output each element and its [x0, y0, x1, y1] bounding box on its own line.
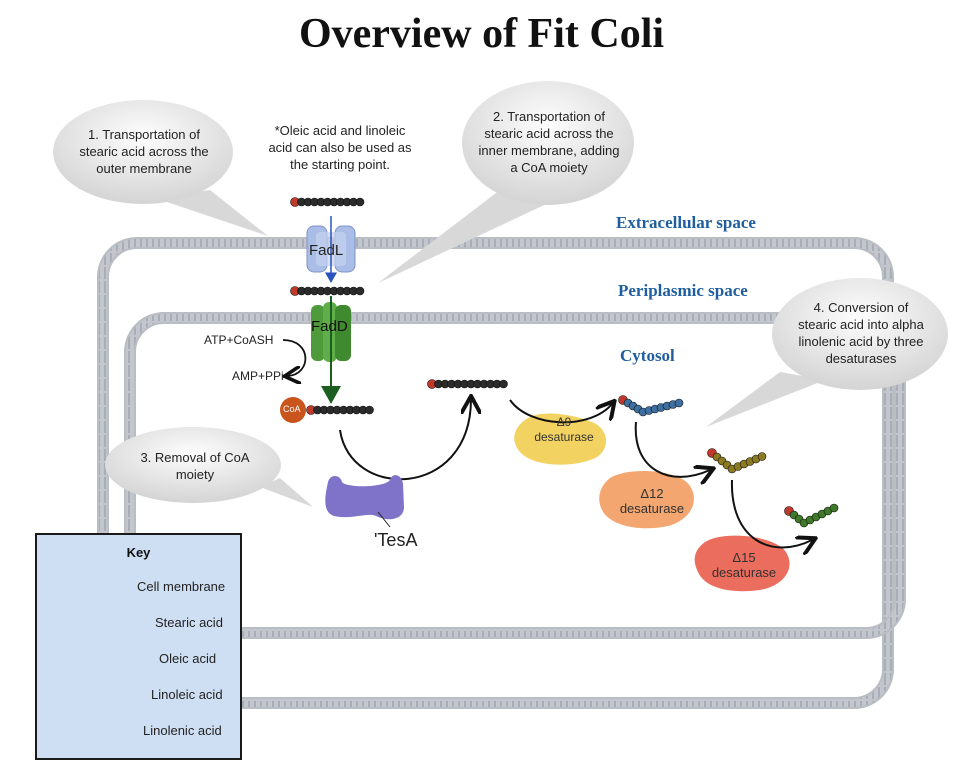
atp-curve-arrow — [283, 339, 307, 376]
bubble-step2 — [378, 81, 634, 283]
d12-desaturase-label: Δ12 desaturase — [607, 486, 697, 516]
page-title: Overview of Fit Coli — [298, 11, 665, 57]
bubble-line: stearic acid across the — [484, 126, 614, 141]
enzyme-delta: Δ15 — [732, 550, 756, 565]
tesa-pointer — [377, 511, 391, 528]
tesa-label: 'TesA — [374, 530, 418, 550]
bubble-step3 — [105, 427, 313, 507]
bubble-line: stearic acid into alpha — [798, 317, 924, 332]
d15-arrow — [730, 479, 812, 548]
fadl-transporter — [306, 225, 356, 273]
amp-ppi-label: AMP+PPi — [232, 369, 284, 383]
bubble-line: desaturases — [825, 351, 897, 366]
atp-coash-label: ATP+CoASH — [204, 333, 274, 347]
key-label-linoleic-acid: Linoleic acid — [151, 687, 223, 702]
outer-membrane-texture — [99, 239, 892, 707]
d15-desaturase-blob — [694, 535, 790, 592]
linoleic-acid-molecule — [707, 448, 767, 474]
enzyme-name: desaturase — [534, 430, 594, 444]
enzyme-name: desaturase — [619, 501, 685, 516]
fadl-label: FadL — [309, 242, 344, 259]
enzyme-delta: Δ12 — [640, 486, 664, 501]
key-title: Key — [126, 545, 151, 560]
fadd-label: FadD — [311, 318, 348, 335]
bubble-step1-text: 1. Transportation of stearic acid across… — [60, 126, 228, 177]
note-line: *Oleic acid and linoleic — [274, 123, 406, 138]
starting-point-note: *Oleic acid and linoleic acid can also b… — [250, 122, 430, 173]
enzyme-delta: Δ9 — [556, 415, 572, 429]
bubble-line: 3. Removal of CoA — [140, 450, 250, 465]
bubble-line: linolenic acid by three — [798, 334, 924, 349]
bubble-step2-text: 2. Transportation of stearic acid across… — [470, 108, 628, 176]
key-label-stearic-acid: Stearic acid — [155, 615, 223, 630]
bubble-step4 — [706, 278, 948, 427]
bubble-line: outer membrane — [96, 161, 192, 176]
key-label-oleic-acid: Oleic acid — [159, 651, 217, 666]
key-panel: Key Cell membrane Stearic acid Oleic aci… — [35, 533, 242, 760]
oleic-acid-molecule — [618, 395, 684, 417]
coa-label: CoA — [283, 404, 301, 414]
bubble-line: inner membrane, adding — [478, 143, 620, 158]
d15-desaturase-label: Δ15 desaturase — [698, 550, 790, 580]
note-line: the starting point. — [290, 157, 390, 172]
bubble-line: a CoA moiety — [510, 160, 588, 175]
enzyme-name: desaturase — [711, 565, 777, 580]
note-line: acid can also be used as — [268, 140, 412, 155]
region-cytosol: Cytosol — [620, 346, 675, 365]
coa-circle — [280, 397, 306, 423]
bubble-line: 4. Conversion of — [813, 300, 909, 315]
bubble-step3-text: 3. Removal of CoA moiety — [122, 449, 268, 483]
stearic-acid-extracellular — [290, 197, 365, 207]
tesa-protein — [325, 475, 404, 520]
bubble-step1 — [53, 100, 268, 236]
d9-arrow — [509, 400, 612, 424]
key-label-linolenic-acid: Linolenic acid — [143, 723, 222, 738]
d12-arrow — [634, 421, 710, 477]
bubble-line: moiety — [175, 467, 215, 482]
bubble-line: 2. Transportation of — [492, 109, 605, 124]
region-periplasmic: Periplasmic space — [618, 281, 748, 300]
stearic-acid-periplasmic — [290, 286, 365, 296]
key-label-cell-membrane: Cell membrane — [137, 579, 226, 594]
stearic-acid-free — [427, 379, 508, 389]
linolenic-acid-molecule — [784, 503, 839, 528]
region-extracellular: Extracellular space — [616, 213, 756, 232]
bubble-step4-text: 4. Conversion of stearic acid into alpha… — [785, 299, 937, 367]
stearic-acid-coa — [306, 405, 374, 415]
d9-desaturase-label: Δ9 desaturase — [524, 415, 604, 445]
bubble-line: stearic acid across the — [79, 144, 209, 159]
tesa-arc-arrow — [339, 400, 471, 481]
bubble-line: 1. Transportation of — [87, 127, 200, 142]
d9-desaturase-blob — [514, 413, 607, 465]
d12-desaturase-blob — [599, 471, 694, 529]
